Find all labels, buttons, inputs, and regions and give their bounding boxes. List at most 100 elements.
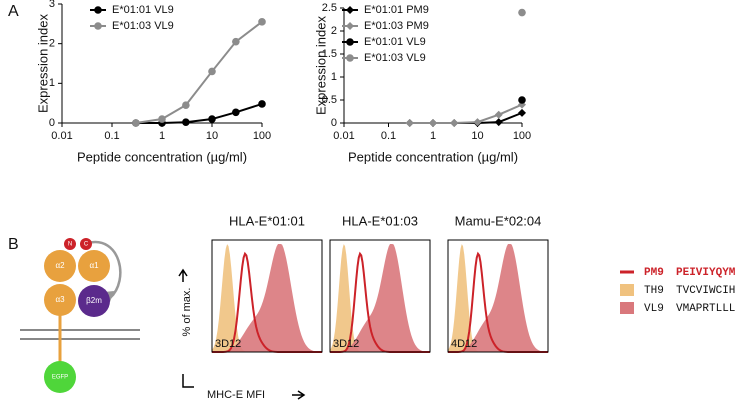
series-line (135, 21, 263, 124)
label: α1 (89, 261, 99, 270)
hist-x-label: MHC-E MFI (207, 389, 265, 401)
marker (346, 6, 354, 14)
label: C (84, 242, 89, 248)
x-tick-label: 0.1 (381, 130, 396, 142)
marker (429, 119, 437, 127)
domain (44, 284, 76, 316)
hist-frame (447, 239, 549, 353)
x-axis-label: Peptide concentration (µg/ml) (77, 149, 247, 164)
hist-frame (329, 239, 431, 353)
y-tick-label: 0.5 (322, 94, 337, 106)
hist-frame (211, 239, 323, 353)
marker (232, 37, 240, 46)
marker (94, 22, 102, 30)
label: N (68, 242, 72, 248)
hist-area (448, 244, 548, 352)
legend-label: E*01:01 VL9 (364, 36, 426, 48)
hist-title: HLA-E*01:01 (229, 213, 305, 228)
marker (258, 100, 266, 108)
x-tick-label: 100 (513, 130, 531, 142)
domain (78, 250, 110, 282)
marker (494, 110, 503, 119)
x-tick-label: 0.01 (51, 130, 72, 142)
antibody-label: 3D12 (333, 338, 359, 350)
y-tick-label: 0 (331, 117, 337, 129)
legend-name: TH9 (644, 285, 664, 297)
legend-swatch (620, 302, 634, 314)
legend-label: E*01:01 VL9 (112, 4, 174, 16)
legend-label: E*01:03 PM9 (364, 20, 429, 32)
label: α3 (55, 295, 65, 304)
legend-name: VL9 (644, 303, 664, 315)
y-tick-label: 1 (331, 71, 337, 83)
arrow (178, 268, 188, 282)
label: α2 (55, 261, 65, 270)
marker (208, 67, 216, 76)
x-tick-label: 1 (159, 130, 165, 142)
x-tick-label: 0.1 (104, 130, 119, 142)
x-tick-label: 10 (471, 130, 483, 142)
marker (473, 118, 482, 127)
antibody-label: 3D12 (215, 338, 241, 350)
hist-title: HLA-E*01:03 (342, 213, 418, 228)
label: β2m (86, 296, 102, 305)
series-line (135, 103, 263, 124)
marker (494, 118, 503, 127)
marker (346, 38, 354, 46)
legend-name: PM9 (644, 267, 664, 279)
hist-title: Mamu-E*02:04 (455, 213, 542, 228)
marker (158, 115, 166, 123)
hist-area (448, 244, 548, 352)
x-tick-label: 100 (253, 130, 271, 142)
marker (405, 119, 414, 127)
marker (232, 108, 240, 117)
antibody-label: 4D12 (451, 338, 477, 350)
marker (518, 8, 526, 17)
legend-label: E*01:03 VL9 (112, 20, 174, 32)
legend-sequence: VMAPRTLLL (676, 303, 735, 315)
y-tick-label: 1 (49, 77, 55, 89)
domain (44, 250, 76, 282)
series-line (409, 111, 523, 124)
x-tick-label: 10 (206, 130, 218, 142)
panel-label: B (8, 236, 19, 253)
marker (132, 119, 140, 127)
marker (518, 96, 526, 104)
marker (258, 18, 266, 26)
marker (346, 22, 354, 30)
panel-label: A (8, 3, 19, 20)
marker (346, 54, 354, 62)
legend-sequence: TVCVIWCIH (676, 285, 735, 297)
y-tick-label: 3 (49, 0, 55, 10)
terminus (80, 238, 92, 250)
x-tick-label: 0.01 (333, 130, 354, 142)
marker (182, 118, 190, 127)
legend-swatch (620, 284, 634, 296)
hist-area (212, 244, 322, 352)
label: EGFP (52, 375, 68, 381)
marker (518, 108, 526, 117)
marker (182, 101, 190, 109)
hist-y-label: % of max. (181, 288, 193, 337)
domain (78, 285, 110, 317)
marker (94, 6, 102, 14)
terminus (64, 238, 76, 250)
arrow (292, 390, 306, 400)
y-axis-label: Expression index (313, 16, 328, 115)
y-tick-label: 2.5 (322, 2, 337, 14)
egfp (44, 361, 76, 393)
legend-sequence: PEIVIYQYM (676, 267, 736, 279)
diagram: N C α2 α1 α3 β2m EGFP (20, 238, 140, 393)
y-axis-label: Expression index (35, 14, 50, 113)
y-tick-label: 2 (331, 25, 337, 37)
legend-label: E*01:01 PM9 (364, 4, 429, 16)
x-tick-label: 1 (430, 130, 436, 142)
marker (450, 119, 459, 127)
marker (208, 115, 216, 123)
y-tick-label: 1.5 (322, 48, 337, 60)
x-axis-label: Peptide concentration (µg/ml) (348, 149, 518, 164)
hist-area (330, 244, 430, 352)
arrow (87, 240, 122, 299)
legend-label: E*01:03 VL9 (364, 52, 426, 64)
